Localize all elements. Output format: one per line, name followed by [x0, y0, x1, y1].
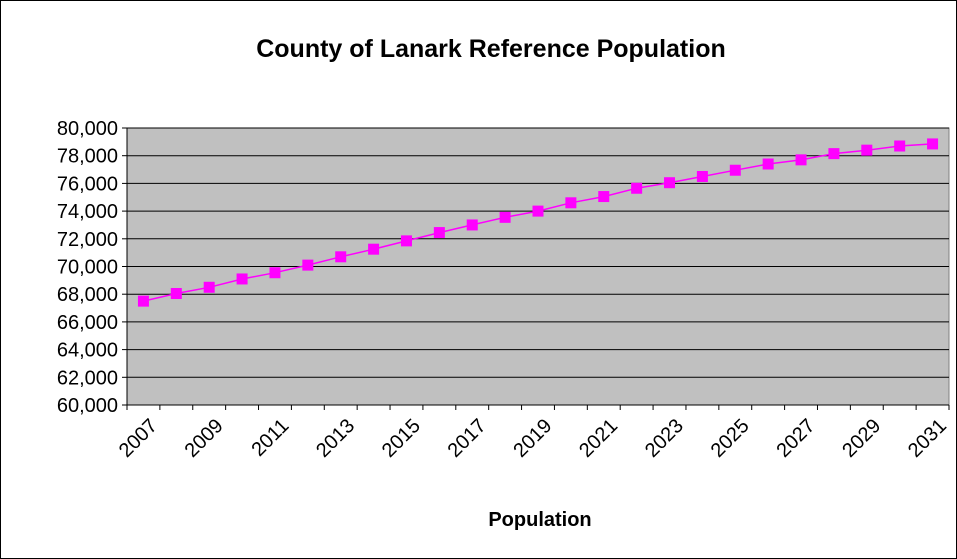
data-point — [664, 177, 676, 189]
x-tick-label: 2021 — [575, 415, 622, 462]
x-tick-label: 2029 — [838, 415, 885, 462]
x-tick-label: 2013 — [312, 415, 359, 462]
data-point — [795, 154, 807, 166]
data-point — [631, 182, 643, 194]
data-point — [729, 164, 741, 176]
data-point — [335, 251, 347, 263]
data-point — [203, 281, 215, 293]
x-tick-label: 2009 — [181, 415, 228, 462]
data-point — [598, 191, 610, 203]
data-point — [894, 140, 906, 152]
y-tick-label: 66,000 — [57, 312, 118, 334]
x-tick-label: 2027 — [772, 415, 819, 462]
x-tick-label: 2019 — [509, 415, 556, 462]
data-point — [137, 295, 149, 307]
y-tick-label: 72,000 — [57, 229, 118, 251]
plot-area: 60,000 62,000 64,000 66,000 68,000 70,000 72,0… — [57, 118, 951, 462]
data-point — [269, 267, 281, 279]
data-point — [368, 243, 380, 255]
y-tick-label: 60,000 — [57, 395, 118, 417]
x-tick-label: 2023 — [641, 415, 688, 462]
data-point — [466, 219, 478, 231]
x-tick-label: 2017 — [444, 415, 491, 462]
data-point — [927, 138, 939, 150]
x-tick-label: 2011 — [247, 415, 293, 461]
x-tick-label: 2025 — [707, 415, 754, 462]
y-tick-label: 68,000 — [57, 284, 118, 306]
x-tick-label: 2031 — [904, 415, 951, 462]
chart-title: County of Lanark Reference Population — [256, 35, 726, 63]
y-tick-label: 78,000 — [57, 146, 118, 168]
data-point — [400, 235, 412, 247]
data-point — [828, 148, 840, 160]
y-tick-label: 80,000 — [57, 118, 118, 140]
data-point — [433, 227, 445, 239]
x-tick-label: 2007 — [115, 415, 162, 462]
data-point — [762, 158, 774, 170]
y-tick-label: 70,000 — [57, 257, 118, 279]
data-point — [499, 211, 511, 223]
data-point — [696, 170, 708, 182]
y-tick-label: 76,000 — [57, 173, 118, 195]
data-point — [302, 259, 314, 271]
x-axis-title: Population — [488, 509, 591, 531]
y-tick-label: 64,000 — [57, 340, 118, 362]
data-point — [236, 273, 248, 285]
data-point — [170, 288, 182, 300]
x-tick-label: 2015 — [378, 415, 425, 462]
y-tick-label: 74,000 — [57, 201, 118, 223]
data-point — [861, 144, 873, 156]
data-point — [565, 197, 577, 209]
y-tick-label: 62,000 — [57, 367, 118, 389]
data-point — [532, 205, 544, 217]
